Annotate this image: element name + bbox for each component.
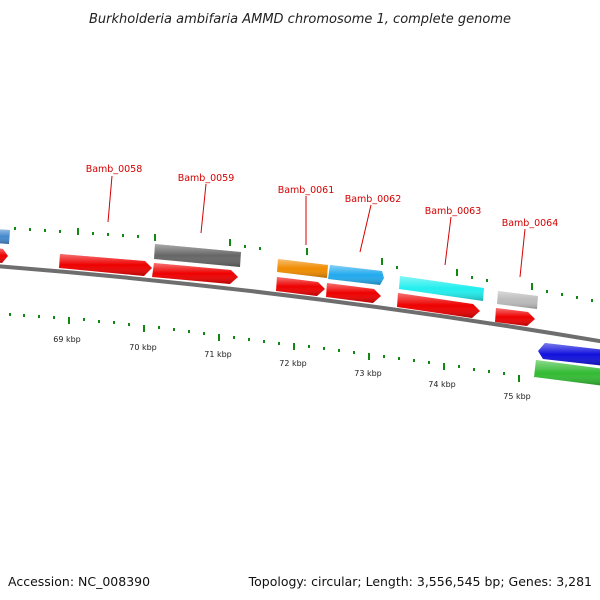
sequence-backbone xyxy=(0,264,600,344)
kbp-label-75: 75 kbp xyxy=(503,392,531,401)
feature-orange[interactable] xyxy=(277,259,328,278)
kbp-label-74: 74 kbp xyxy=(428,380,456,389)
gene-label-bamb-0061[interactable]: Bamb_0061 xyxy=(278,185,335,196)
feature-green[interactable] xyxy=(534,360,600,386)
feature-red-bamb-0063[interactable] xyxy=(397,293,480,318)
outer-tick-ring xyxy=(14,227,593,302)
feature-red-bamb-0064[interactable] xyxy=(495,308,535,326)
kbp-label-72: 72 kbp xyxy=(279,359,307,368)
feature-blue[interactable] xyxy=(538,343,600,366)
feature-cyan[interactable] xyxy=(399,276,484,301)
kbp-label-69: 69 kbp xyxy=(53,335,81,344)
feature-sky-blue[interactable] xyxy=(328,265,384,285)
feature-red-bamb-0059[interactable] xyxy=(152,263,238,284)
feature-red-edge[interactable] xyxy=(0,248,8,263)
feature-grey-dark[interactable] xyxy=(154,244,241,267)
gene-label-bamb-0062[interactable]: Bamb_0062 xyxy=(345,194,402,205)
genome-summary-text: Topology: circular; Length: 3,556,545 bp… xyxy=(248,574,592,589)
accession-text: Accession: NC_008390 xyxy=(8,574,150,589)
gene-label-bamb-0063[interactable]: Bamb_0063 xyxy=(425,206,482,217)
feature-red-bamb-0062[interactable] xyxy=(326,283,381,303)
kbp-label-73: 73 kbp xyxy=(354,369,382,378)
gene-label-bamb-0058[interactable]: Bamb_0058 xyxy=(86,164,143,175)
kbp-label-70: 70 kbp xyxy=(129,343,157,352)
kbp-label-71: 71 kbp xyxy=(204,350,232,359)
inner-tick-ring xyxy=(9,313,520,382)
gene-label-bamb-0059[interactable]: Bamb_0059 xyxy=(178,173,235,184)
feature-red-bamb-0058[interactable] xyxy=(59,254,152,276)
feature-grey-light[interactable] xyxy=(497,291,538,309)
feature-red-bamb-0061[interactable] xyxy=(276,277,325,296)
feature-steel-edge[interactable] xyxy=(0,229,10,244)
label-leaders xyxy=(107,175,526,278)
map-title: Burkholderia ambifaria AMMD chromosome 1… xyxy=(89,12,511,27)
gene-label-bamb-0064[interactable]: Bamb_0064 xyxy=(502,218,559,229)
